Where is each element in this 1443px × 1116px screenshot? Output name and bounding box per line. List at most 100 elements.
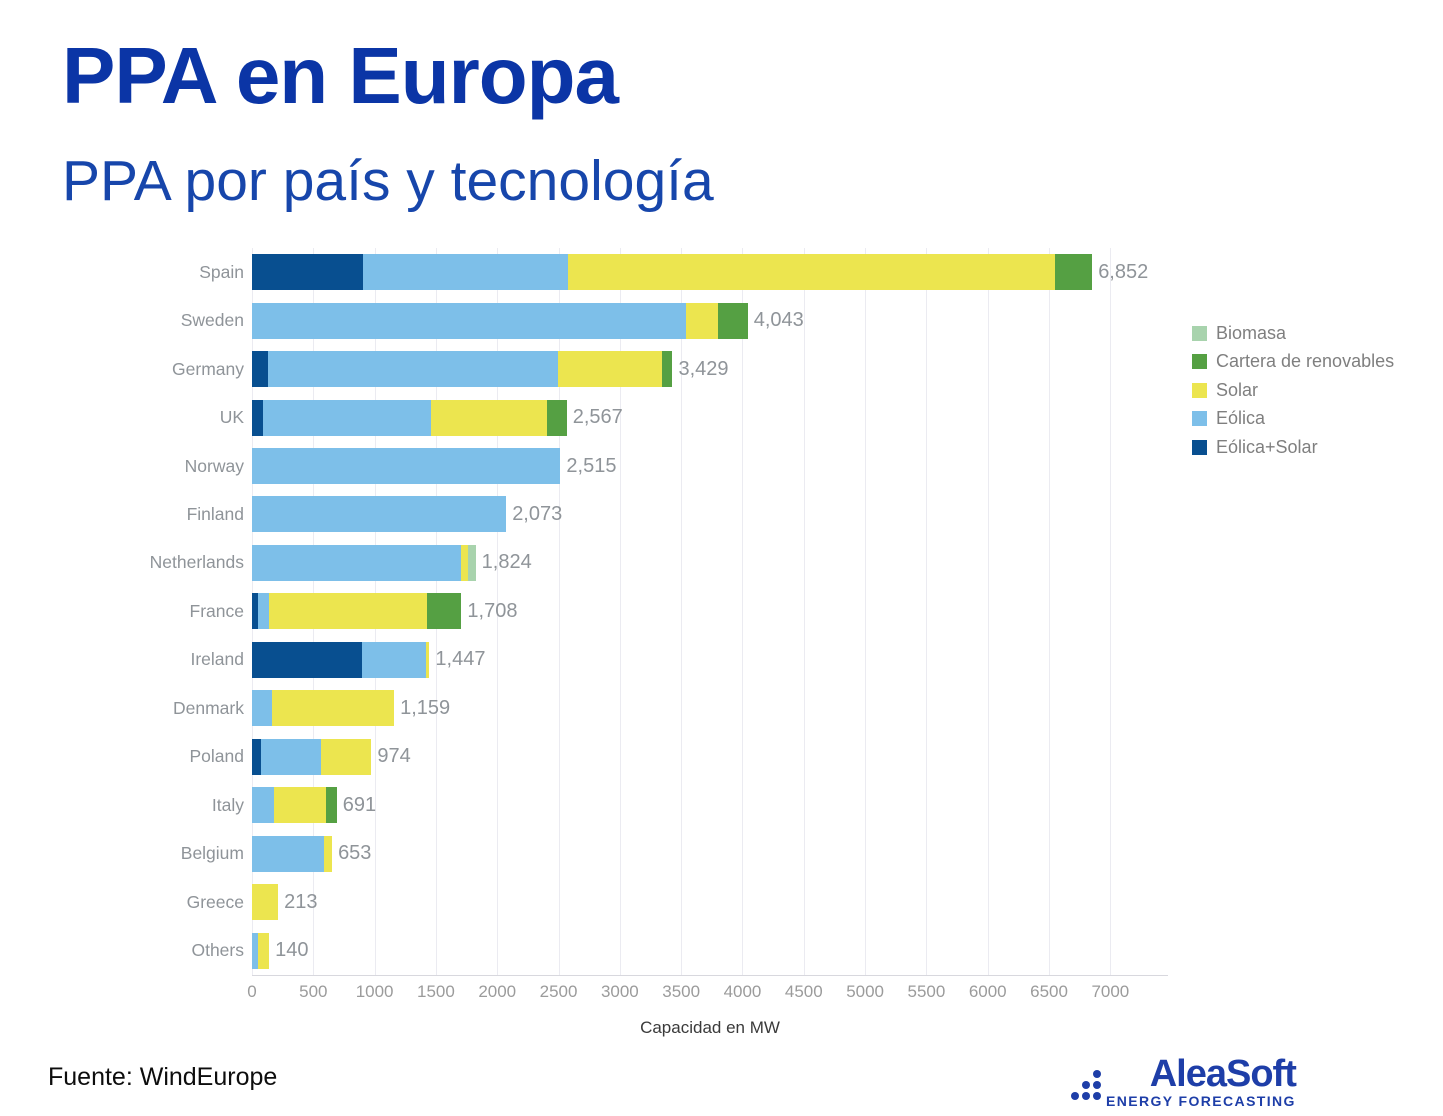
bar-total-label: 974 <box>377 745 411 768</box>
country-label: Others <box>191 940 244 961</box>
country-label: Greece <box>186 891 244 912</box>
x-tick-label: 4500 <box>784 982 823 1001</box>
bar-segment-cartera <box>718 302 748 339</box>
stacked-bar: 213 <box>252 884 1168 921</box>
x-tick-label: 6000 <box>968 982 1007 1001</box>
x-tick-label: 3500 <box>662 982 701 1001</box>
x-axis-title: Capacidad en MW <box>640 1018 780 1037</box>
logo-dot <box>1071 1092 1079 1100</box>
bar-rows: 6,852 4,043 3,429 2,567 2,515 2,073 1,824 1,708… <box>252 248 1168 975</box>
bar-segment-solar <box>252 884 279 921</box>
x-tick-label: 4000 <box>723 982 762 1001</box>
gridline <box>742 248 744 975</box>
bar-row: 140 <box>252 926 1168 974</box>
bar-segment-eolica <box>261 738 322 775</box>
bar-segment-eolica <box>252 932 259 969</box>
bar-total-label: 2,515 <box>566 454 617 477</box>
legend-label: Solar <box>1216 379 1259 400</box>
bar-total-label: 213 <box>284 890 318 913</box>
bar-segment-solar <box>271 690 395 727</box>
legend-item-eolica_solar: Eólica+Solar <box>1192 433 1394 462</box>
bar-row: 1,824 <box>252 539 1168 587</box>
x-tick-label: 2500 <box>539 982 578 1001</box>
bar-total-label: 1,447 <box>435 648 486 671</box>
logo-dot <box>1093 1070 1101 1078</box>
x-tick-label: 7000 <box>1091 982 1130 1001</box>
bar-total-label: 2,567 <box>572 406 623 429</box>
bar-segment-cartera <box>1055 254 1093 291</box>
bar-segment-eolica <box>252 787 275 824</box>
legend-item-biomasa: Biomasa <box>1192 319 1394 348</box>
country-label: Belgium <box>180 843 244 864</box>
bar-segment-eolica_solar <box>252 254 363 291</box>
bar-total-label: 3,429 <box>678 357 729 380</box>
bar-segment-eolica_solar <box>252 351 268 388</box>
country-label: Germany <box>172 358 244 379</box>
stacked-bar: 691 <box>252 787 1168 824</box>
bar-total-label: 691 <box>342 793 377 816</box>
bar-row: 974 <box>252 733 1168 781</box>
country-label: Ireland <box>190 649 244 670</box>
legend-item-solar: Solar <box>1192 376 1394 405</box>
stacked-bar: 2,073 <box>252 496 1168 533</box>
bar-row: 213 <box>252 878 1168 926</box>
page-title: PPA en Europa <box>62 31 619 120</box>
bar-total-label: 2,073 <box>512 502 563 525</box>
legend-swatch-cartera <box>1192 354 1207 370</box>
stacked-bar: 4,043 <box>252 302 1168 339</box>
gridline <box>865 248 867 975</box>
legend-item-eolica: Eólica <box>1192 405 1394 434</box>
logo-wordmark: AleaSoft <box>1149 1053 1297 1095</box>
bar-segment-eolica <box>258 593 270 630</box>
bar-segment-solar <box>324 835 333 872</box>
stacked-bar: 140 <box>252 932 1168 969</box>
logo-dot <box>1093 1081 1101 1089</box>
bar-segment-eolica_solar <box>252 738 262 775</box>
stacked-bar: 2,515 <box>252 448 1168 485</box>
country-label: Sweden <box>180 310 244 331</box>
x-tick-label: 6500 <box>1030 982 1068 1001</box>
gridline <box>1110 248 1112 975</box>
bar-segment-eolica <box>252 302 687 339</box>
stacked-bar: 1,447 <box>252 641 1168 678</box>
x-tick-label: 1000 <box>355 982 394 1001</box>
bar-segment-eolica <box>252 835 325 872</box>
gridline <box>1049 248 1051 975</box>
bar-segment-eolica_solar <box>252 641 363 678</box>
bar-segment-solar <box>567 254 1056 291</box>
country-label: Netherlands <box>149 552 244 573</box>
bar-segment-eolica <box>362 641 427 678</box>
bar-segment-solar <box>461 544 469 581</box>
bar-total-label: 6,852 <box>1098 260 1149 283</box>
bar-row: 691 <box>252 781 1168 829</box>
country-label: Poland <box>189 746 245 767</box>
stacked-bar: 653 <box>252 835 1168 872</box>
bar-segment-biomasa <box>468 544 476 581</box>
bar-row: 2,073 <box>252 490 1168 538</box>
logo-dot <box>1082 1081 1090 1089</box>
country-label: Denmark <box>173 697 244 718</box>
bar-segment-solar <box>269 593 427 630</box>
bar-row: 653 <box>252 829 1168 877</box>
stacked-bar: 2,567 <box>252 399 1168 436</box>
bar-row: 4,043 <box>252 296 1168 344</box>
bar-segment-eolica <box>362 254 568 291</box>
bar-segment-eolica <box>252 448 561 485</box>
x-tick-label: 2000 <box>478 982 517 1001</box>
legend-swatch-biomasa <box>1192 325 1207 341</box>
legend-label: Cartera de renovables <box>1216 351 1395 372</box>
legend-swatch-eolica <box>1192 411 1207 427</box>
bar-row: 2,567 <box>252 393 1168 441</box>
bar-total-label: 1,159 <box>400 696 451 719</box>
chart-subtitle: PPA por país y tecnología <box>62 149 714 213</box>
bar-total-label: 4,043 <box>753 309 804 332</box>
country-label: France <box>189 600 244 621</box>
logo-dots-icon <box>1068 1067 1101 1100</box>
bar-segment-solar <box>258 932 270 969</box>
x-tick-label: 3000 <box>600 982 639 1001</box>
gridline <box>987 248 989 975</box>
country-label: Italy <box>211 794 244 815</box>
bar-total-label: 1,708 <box>467 599 518 622</box>
bar-segment-eolica_solar <box>252 593 259 630</box>
legend-label: Eólica <box>1216 408 1266 429</box>
